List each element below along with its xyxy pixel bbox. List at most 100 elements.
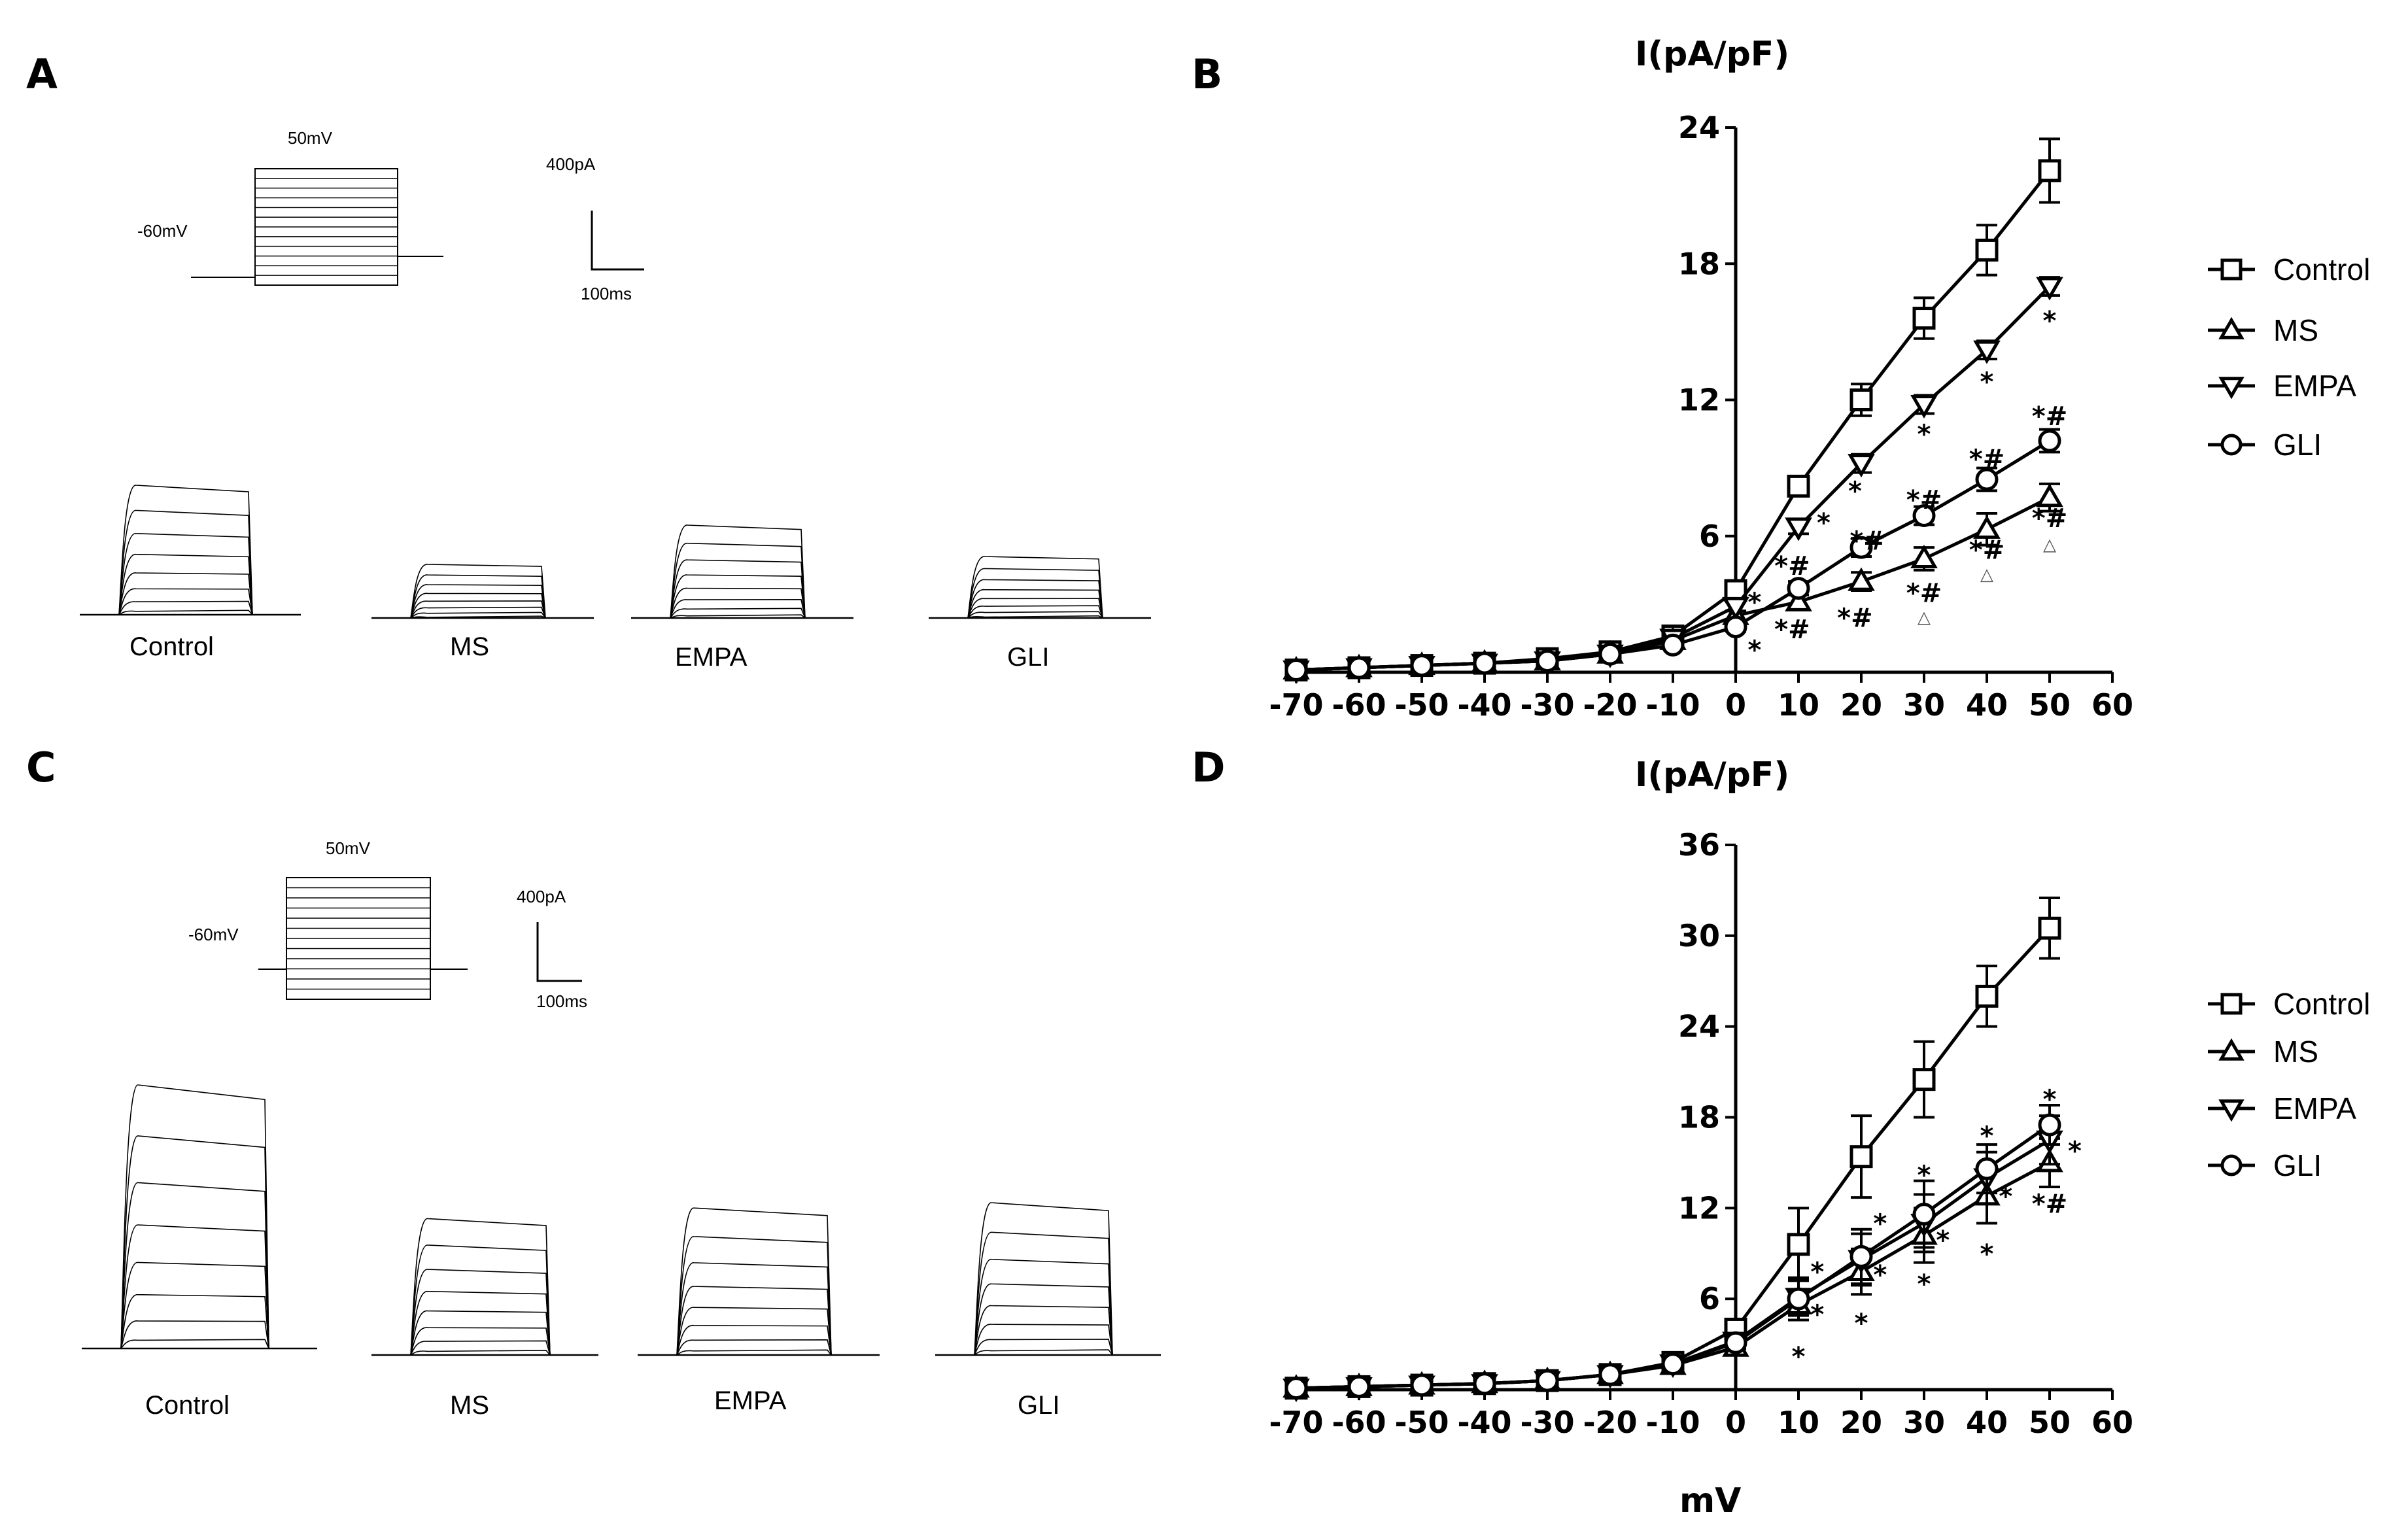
marker-triangle-down xyxy=(1785,517,1812,541)
panel-label-c: C xyxy=(26,744,56,791)
significance-mark: * xyxy=(1873,1209,1887,1239)
y-tick-label: 30 xyxy=(1678,918,1720,953)
x-tick-label: -40 xyxy=(1457,687,1511,723)
current-trace xyxy=(118,509,253,615)
current-trace xyxy=(118,572,253,615)
protocol-hold-label-a: -60mV xyxy=(137,221,188,241)
y-tick-label: 18 xyxy=(1678,246,1720,281)
y-tick-label: 36 xyxy=(1678,827,1720,863)
legend-item-ms: MS xyxy=(2208,1035,2318,1069)
series-line-control xyxy=(1296,927,2051,1390)
current-trace xyxy=(410,1218,551,1356)
significance-mark: * xyxy=(1747,635,1761,665)
current-trace xyxy=(967,568,1103,619)
legend-item-ms: MS xyxy=(2208,313,2318,347)
marker-circle xyxy=(1598,642,1622,666)
current-trace xyxy=(120,1339,269,1349)
current-trace xyxy=(676,1207,832,1356)
protocol-steps-a xyxy=(191,168,443,286)
marker-circle xyxy=(1661,633,1685,657)
current-trace xyxy=(670,608,806,619)
x-tick-label: -30 xyxy=(1520,1405,1574,1440)
significance-marks: ****#*#**#*#**#*#**#*#**#*#△△△ xyxy=(1747,306,2067,665)
marker-circle xyxy=(1975,468,1999,491)
marker-circle xyxy=(2038,429,2061,453)
protocol-hold-label-c: -60mV xyxy=(188,925,239,944)
significance-mark: *# xyxy=(1906,485,1942,515)
marker-triangle-down xyxy=(1848,454,1875,478)
legend-item-gli: GLI xyxy=(2208,428,2322,462)
marker-circle xyxy=(1410,654,1434,678)
significance-mark: *# xyxy=(1969,536,2004,566)
legend-label: MS xyxy=(2273,1035,2318,1069)
trace-group-ms xyxy=(371,1218,598,1356)
chart-d-ylabel: I(pA/pF) xyxy=(1635,755,1789,795)
trace-group-control xyxy=(82,1084,317,1350)
legend-d: Control MS EMPA GLI xyxy=(2208,987,2370,1182)
triangle-mark: △ xyxy=(1918,608,1931,628)
marker-triangle-down xyxy=(1910,394,1938,419)
current-trace xyxy=(676,1236,832,1356)
legend-label: GLI xyxy=(2273,1148,2322,1182)
x-tick-label: -20 xyxy=(1583,1405,1637,1440)
protocol-diagram-a: 50mV -60mV xyxy=(137,128,443,286)
marker-triangle-down xyxy=(2218,377,2245,400)
x-tick-label: 20 xyxy=(1840,687,1882,723)
panel-label-b: B xyxy=(1192,50,1222,98)
triangle-mark: △ xyxy=(2043,536,2056,555)
current-trace xyxy=(967,589,1103,619)
legend-item-empa: EMPA xyxy=(2208,369,2356,403)
marker-circle xyxy=(1787,577,1810,600)
legend-label: EMPA xyxy=(2273,369,2356,403)
legend-item-control: Control xyxy=(2208,252,2370,286)
protocol-steps-c xyxy=(258,877,468,1000)
scale-bar-lines-a xyxy=(591,211,644,271)
marker-circle xyxy=(1473,651,1496,675)
current-trace xyxy=(410,1290,551,1356)
trace-label-c-ms: MS xyxy=(450,1391,489,1420)
significance-mark: * xyxy=(1936,1226,1950,1256)
marker-circle xyxy=(1787,1287,1810,1311)
significance-mark: * xyxy=(1980,1239,1994,1269)
significance-mark: *# xyxy=(1969,445,2004,475)
current-trace xyxy=(410,1340,551,1356)
marker-triangle-up xyxy=(1785,587,1812,611)
marker-circle xyxy=(1598,1363,1622,1386)
legend-item-gli: GLI xyxy=(2208,1148,2322,1182)
x-tick-label: 0 xyxy=(1725,1405,1746,1440)
marker-square xyxy=(2038,159,2061,182)
marker-circle xyxy=(2220,434,2243,456)
protocol-step-label-c: 50mV xyxy=(326,838,371,858)
marker-circle xyxy=(1284,659,1308,682)
axes: -70 -60 -50 -40 -30 -20 -10 0 10 20 30 40 50 60 6 12 18 2… xyxy=(1269,827,2133,1440)
marker-circle xyxy=(1849,1244,1873,1268)
protocol-step-label-a: 50mV xyxy=(288,128,333,148)
significance-mark: *# xyxy=(2032,504,2067,534)
scale-bar-a: 400pA 100ms xyxy=(546,154,644,303)
marker-circle xyxy=(1724,1331,1747,1354)
chart-b-ylabel: I(pA/pF) xyxy=(1635,35,1789,74)
x-tick-label: 40 xyxy=(1966,687,2008,723)
iv-chart-b: I(pA/pF) -70 -60 -50 -40 -30 -20 -10 0 10 20 30 40 5… xyxy=(1269,35,2133,723)
marker-square xyxy=(1912,1068,1936,1091)
current-trace xyxy=(974,1231,1113,1356)
significance-mark: * xyxy=(1918,420,1931,450)
significance-mark: * xyxy=(2043,1085,2057,1115)
protocol-diagram-c: 50mV -60mV xyxy=(188,838,468,1000)
x-tick-label: -70 xyxy=(1269,1405,1323,1440)
trace-label-a-gli: GLI xyxy=(1007,643,1049,672)
trace-group-empa xyxy=(631,524,853,619)
marker-triangle-up xyxy=(1848,567,1875,591)
current-trace xyxy=(670,542,806,619)
significance-marks: ***************# xyxy=(1792,1085,2082,1372)
legend-label: MS xyxy=(2273,313,2318,347)
current-trace xyxy=(120,1084,269,1349)
legend-item-control: Control xyxy=(2208,987,2370,1021)
current-trace xyxy=(410,1244,551,1356)
x-tick-label: 30 xyxy=(1903,1405,1945,1440)
marker-triangle-up xyxy=(2036,483,2063,507)
marker-triangle-up xyxy=(2218,317,2245,339)
current-trace xyxy=(410,592,546,619)
current-trace xyxy=(410,600,546,619)
